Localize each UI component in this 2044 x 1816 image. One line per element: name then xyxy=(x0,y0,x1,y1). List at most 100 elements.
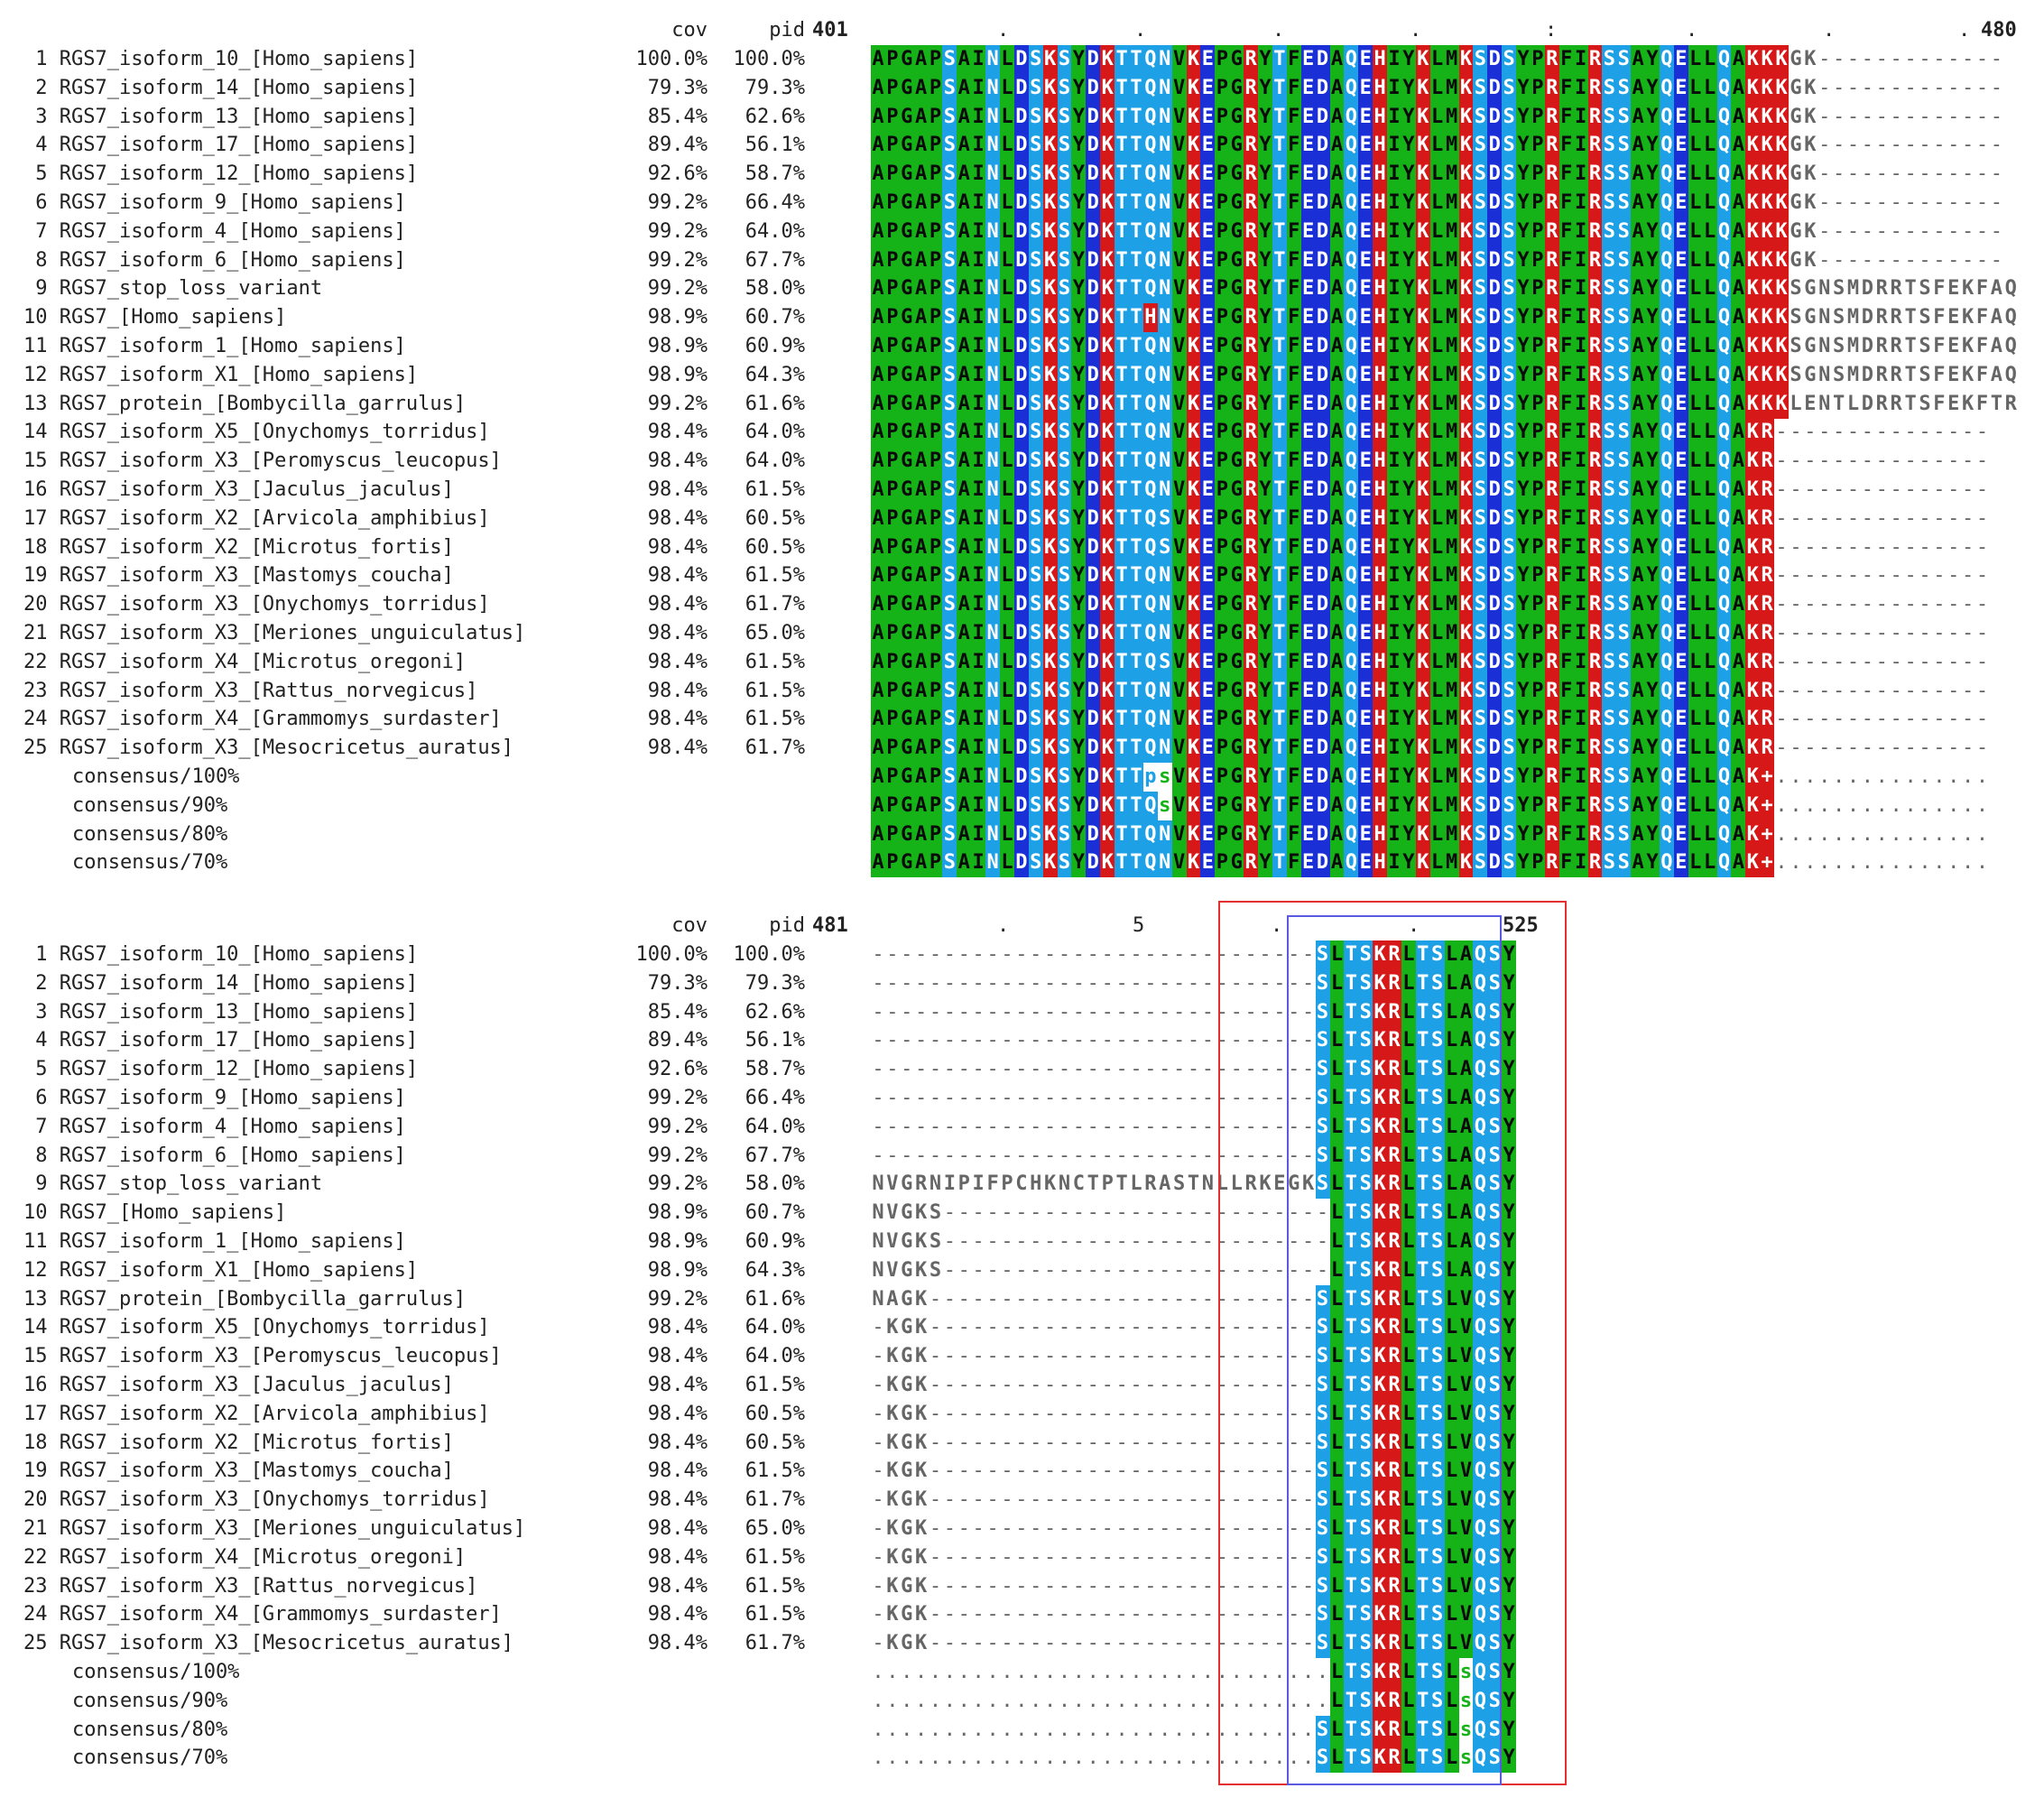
residue-cell: I xyxy=(971,590,986,619)
residue-cell: - xyxy=(1259,1575,1272,1598)
residue-cell: - xyxy=(1144,1374,1157,1396)
residue-cell: Y xyxy=(1258,131,1272,160)
residue-cell: T xyxy=(1344,1687,1359,1716)
residue-cell: Q xyxy=(1659,561,1674,590)
residue-cell: R xyxy=(1387,1600,1401,1629)
residue-cell: L xyxy=(1688,74,1703,103)
residue-cell: - xyxy=(1919,249,1931,272)
residue-cell: - xyxy=(872,1374,884,1396)
residue-cell: Q xyxy=(1659,734,1674,763)
residue-cell: S xyxy=(1028,189,1043,218)
residue-cell: T xyxy=(1272,303,1287,332)
residue-cell: K xyxy=(1373,1543,1388,1572)
residue-cell: I xyxy=(971,274,986,303)
residue-cell: T xyxy=(1415,998,1430,1027)
residue-cell: . xyxy=(1288,1747,1300,1769)
residue-cell: N xyxy=(1157,820,1172,849)
residue-cell: D xyxy=(1315,590,1330,619)
residue-cell: A xyxy=(1458,1199,1474,1228)
residue-cell: Y xyxy=(1258,505,1272,533)
residue-cell: - xyxy=(1302,1345,1315,1367)
residue-cell: V xyxy=(1171,590,1187,619)
residue-cell: R xyxy=(1244,74,1259,103)
sequence-label: 5 RGS7_isoform_12_[Homo_sapiens] xyxy=(23,162,419,185)
residue-cell: - xyxy=(1030,1259,1042,1282)
residue-cell: A xyxy=(1329,218,1345,246)
residue-cell: - xyxy=(1159,1345,1171,1367)
residue-cell: - xyxy=(1130,972,1142,995)
residue-cell: - xyxy=(1201,1201,1215,1224)
residue-cell: A xyxy=(1329,677,1345,706)
residue-cell: - xyxy=(1818,134,1831,156)
residue-cell: L xyxy=(1000,505,1014,533)
residue-cell: - xyxy=(1015,1459,1028,1482)
residue-cell: S xyxy=(942,734,957,763)
residue-cell: P xyxy=(928,447,943,476)
residue-cell: - xyxy=(1072,1087,1086,1109)
residue-cell: . xyxy=(1790,794,1802,817)
residue-cell: T xyxy=(1129,45,1143,74)
residue-cell: L xyxy=(1000,734,1014,763)
residue-cell: K xyxy=(1100,189,1115,218)
residue-cell: - xyxy=(1890,536,1902,559)
residue-cell: . xyxy=(1087,1747,1099,1769)
residue-cell: K xyxy=(1100,734,1115,763)
residue-cell: - xyxy=(1904,536,1917,559)
residue-cell: - xyxy=(1159,1087,1171,1109)
residue-cell: . xyxy=(1846,794,1860,817)
residue-cell: - xyxy=(1115,1403,1128,1425)
residue-cell: A xyxy=(1731,505,1746,533)
residue-cell: - xyxy=(1058,1345,1071,1367)
residue-cell: G xyxy=(899,648,914,677)
residue-cell: L xyxy=(1401,1716,1416,1745)
residue-cell: F xyxy=(1286,533,1301,562)
residue-cell: - xyxy=(957,1431,970,1454)
percent-identity-value: 60.5% xyxy=(745,536,805,559)
residue-cell: G xyxy=(899,820,914,849)
residue-cell: - xyxy=(1890,507,1902,530)
residue-cell: - xyxy=(1030,1603,1042,1626)
residue-cell: T xyxy=(1272,45,1287,74)
residue-cell: P xyxy=(928,74,943,103)
residue-cell: - xyxy=(1173,1288,1186,1311)
residue-cell: Q xyxy=(1473,1687,1488,1716)
residue-cell: - xyxy=(972,1087,985,1109)
residue-cell: S xyxy=(1315,1400,1330,1429)
residue-cell: K xyxy=(1100,390,1115,419)
residue-cell: R xyxy=(1587,590,1603,619)
residue-cell: - xyxy=(1030,1116,1042,1138)
residue-cell: R xyxy=(1587,390,1603,419)
residue-cell: - xyxy=(1861,708,1874,730)
residue-cell: T xyxy=(1415,1228,1430,1256)
residue-cell: L xyxy=(1329,1256,1345,1285)
residue-cell: L xyxy=(1329,1429,1345,1458)
residue-cell: S xyxy=(1157,505,1172,533)
residue-cell: - xyxy=(1087,1230,1099,1253)
residue-cell: L xyxy=(1846,393,1860,415)
residue-cell: K xyxy=(1458,763,1474,792)
residue-cell: A xyxy=(1731,74,1746,103)
residue-cell: - xyxy=(1832,651,1845,673)
residue-cell: A xyxy=(1329,792,1345,820)
residue-cell: F xyxy=(1558,533,1574,562)
residue-cell: L xyxy=(1702,590,1717,619)
residue-cell: A xyxy=(871,848,885,877)
residue-cell: K xyxy=(886,1632,899,1654)
residue-cell: - xyxy=(1933,651,1946,673)
residue-cell: A xyxy=(1731,390,1746,419)
residue-cell: A xyxy=(1329,820,1345,849)
residue-cell: - xyxy=(972,1144,985,1167)
residue-cell: - xyxy=(1058,1546,1071,1569)
residue-cell: S xyxy=(1502,705,1517,734)
residue-cell: P xyxy=(1530,677,1545,706)
residue-cell: A xyxy=(913,792,929,820)
residue-cell: I xyxy=(1387,792,1401,820)
residue-cell: A xyxy=(871,533,885,562)
residue-cell: D xyxy=(1315,274,1330,303)
residue-cell: . xyxy=(1144,1719,1157,1741)
residue-cell: V xyxy=(1171,390,1187,419)
residue-cell: A xyxy=(913,103,929,132)
residue-cell: - xyxy=(929,1632,942,1654)
percent-identity-value: 58.7% xyxy=(745,162,805,185)
